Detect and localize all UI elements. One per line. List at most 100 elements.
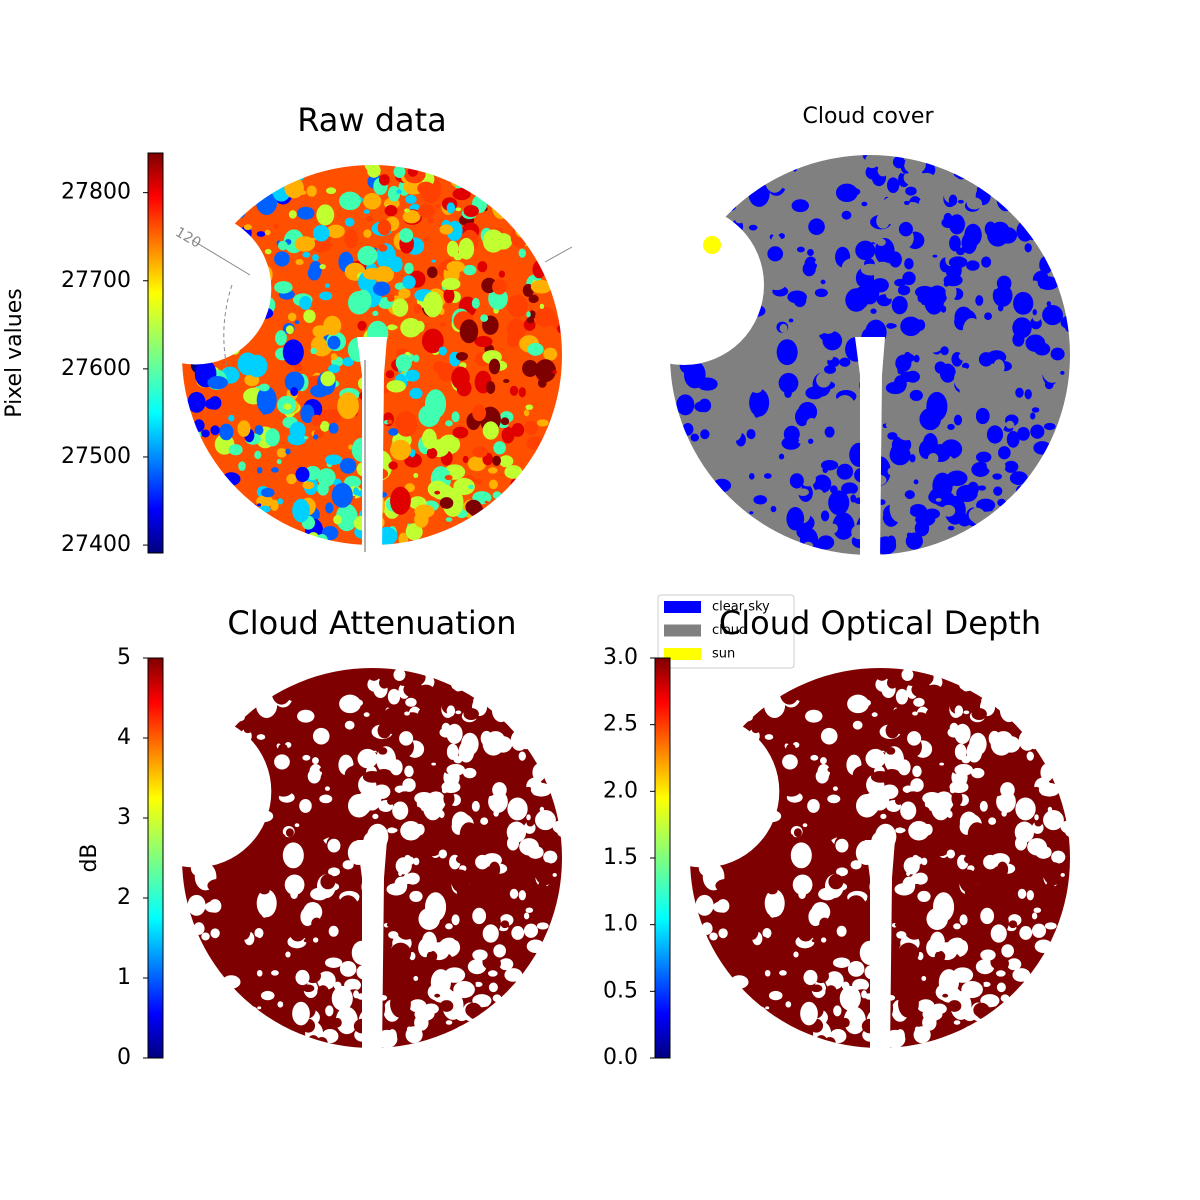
sky-blob — [482, 924, 499, 943]
sky-blob — [328, 364, 340, 374]
sky-blob — [484, 1034, 503, 1048]
legend-swatch — [664, 601, 701, 613]
sky-blob — [1040, 992, 1057, 1011]
sky-blob — [692, 1003, 703, 1013]
sky-blob — [764, 889, 785, 918]
sky-blob — [254, 953, 262, 963]
sky-blob — [863, 208, 872, 215]
sky-blob — [894, 922, 901, 927]
sky-blob — [901, 668, 914, 681]
sky-blob — [382, 412, 394, 427]
sky-blob — [452, 188, 471, 201]
sky-blob — [342, 860, 354, 870]
sky-blob — [295, 761, 304, 769]
sky-blob — [252, 252, 263, 259]
sky-blob — [395, 410, 418, 437]
sky-blob — [500, 528, 518, 546]
panel-title: Cloud Optical Depth — [719, 604, 1041, 642]
sky-blob — [841, 482, 858, 496]
sky-blob — [709, 932, 718, 941]
sky-blob — [492, 279, 507, 295]
sky-blob — [682, 423, 694, 436]
sky-blob — [694, 705, 710, 723]
sky-blob — [852, 720, 863, 730]
sky-blob — [709, 427, 724, 445]
sky-blob — [484, 1003, 489, 1007]
sky-blob — [702, 253, 722, 277]
sky-blob — [302, 251, 311, 258]
sky-blob — [1032, 719, 1040, 728]
sky-blob — [378, 747, 388, 755]
sky-blob — [199, 275, 205, 279]
sky-blob — [939, 363, 956, 383]
sky-blob — [992, 519, 1014, 538]
sky-blob — [1015, 167, 1020, 173]
sky-blob — [672, 508, 683, 518]
sky-blob — [229, 1022, 239, 1032]
sky-blob — [441, 780, 461, 794]
sky-blob — [953, 414, 963, 426]
sky-blob — [220, 854, 227, 862]
sky-blob — [395, 857, 412, 875]
sky-blob — [939, 762, 944, 766]
sky-blob — [324, 454, 343, 465]
sky-blob — [716, 219, 721, 223]
sky-blob — [892, 155, 905, 169]
sky-blob — [306, 688, 317, 700]
sky-blob — [907, 157, 919, 168]
sky-blob — [421, 931, 437, 953]
sky-blob — [260, 990, 275, 1001]
sky-blob — [1064, 1035, 1070, 1041]
sky-blob — [177, 304, 198, 318]
sky-blob — [1053, 1027, 1064, 1036]
sky-blob — [526, 814, 531, 821]
sky-blob — [688, 271, 694, 275]
sky-blob — [1006, 773, 1014, 781]
sky-blob — [214, 752, 222, 763]
sky-blob — [258, 383, 270, 392]
sky-blob — [715, 879, 736, 893]
sky-blob — [300, 404, 315, 424]
sky-blob — [306, 818, 312, 825]
sky-blob — [409, 387, 423, 399]
sky-blob — [963, 855, 976, 864]
sky-blob — [918, 196, 937, 211]
sky-blob — [885, 423, 892, 428]
sky-blob — [801, 313, 807, 320]
sky-blob — [727, 733, 739, 745]
sky-blob — [535, 306, 556, 328]
sky-blob — [320, 912, 342, 927]
sky-blob — [990, 382, 1000, 396]
sky-blob — [553, 517, 558, 523]
sky-blob — [875, 666, 889, 681]
sky-blob — [183, 160, 201, 173]
sky-blob — [956, 484, 978, 502]
sky-blob — [749, 511, 754, 515]
sky-blob — [807, 798, 820, 813]
sky-blob — [741, 158, 763, 176]
sky-blob — [680, 463, 701, 488]
sky-blob — [719, 449, 734, 461]
sky-blob — [404, 986, 415, 996]
sky-blob — [812, 474, 832, 494]
sky-blob — [379, 491, 388, 498]
sky-blob — [1008, 920, 1018, 929]
sky-blob — [532, 260, 546, 279]
sky-blob — [959, 914, 968, 926]
sky-blob — [423, 794, 443, 821]
sky-blob — [389, 256, 403, 273]
sky-blob — [210, 484, 221, 492]
sky-blob — [487, 970, 498, 977]
sky-blob — [675, 314, 682, 319]
sky-blob — [895, 688, 909, 705]
sky-blob — [249, 167, 271, 185]
sky-blob — [852, 732, 867, 752]
sky-blob — [392, 801, 409, 820]
sky-blob — [1031, 912, 1038, 920]
sky-blob — [1066, 1040, 1074, 1049]
sky-blob — [797, 924, 814, 942]
colorbar-tick-label: 0.5 — [603, 978, 638, 1003]
sky-blob — [260, 487, 275, 498]
sky-blob — [356, 461, 371, 477]
sky-blob — [299, 693, 307, 698]
